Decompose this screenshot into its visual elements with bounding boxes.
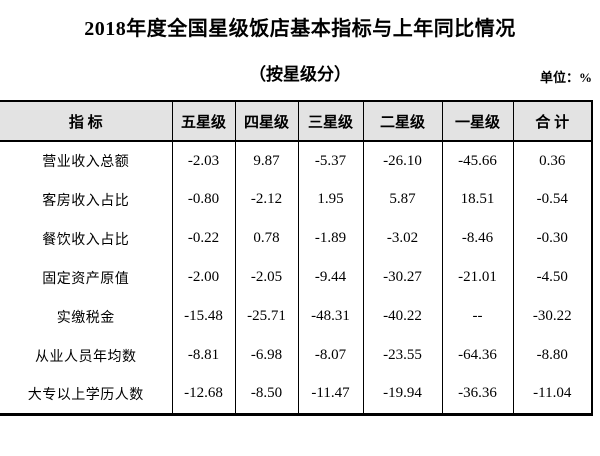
value-cell: -30.27 [362, 258, 442, 297]
value-cell: -3.02 [362, 219, 442, 258]
row-label: 大专以上学历人数 [0, 375, 172, 414]
table-row: 实缴税金 -15.48 -25.71 -48.31 -40.22 -- -30.22 [0, 297, 592, 336]
value-cell: -11.47 [297, 375, 363, 414]
value-cell: -48.31 [297, 297, 363, 336]
table-row: 餐饮收入占比 -0.22 0.78 -1.89 -3.02 -8.46 -0.30 [0, 219, 592, 258]
value-cell: -21.01 [441, 258, 513, 297]
col-header: 二星级 [362, 101, 442, 142]
value-cell: -26.10 [362, 141, 442, 180]
unit-label: 单位：% [539, 70, 592, 85]
value-cell: -36.36 [441, 375, 513, 414]
col-header-indicator: 指 标 [0, 101, 172, 142]
value-cell: -5.37 [297, 141, 363, 180]
value-cell: 18.51 [441, 180, 513, 219]
table-body: 营业收入总额 -2.03 9.87 -5.37 -26.10 -45.66 0.36 客房收入… [0, 141, 592, 414]
value-cell: -1.89 [297, 219, 363, 258]
col-header: 合 计 [512, 101, 592, 142]
value-cell: -30.22 [512, 297, 592, 336]
row-label: 餐饮收入占比 [0, 219, 172, 258]
col-header: 四星级 [234, 101, 298, 142]
value-cell: -0.54 [512, 180, 592, 219]
value-cell: 0.78 [234, 219, 298, 258]
value-cell: -11.04 [512, 375, 592, 414]
table-row: 营业收入总额 -2.03 9.87 -5.37 -26.10 -45.66 0.36 [0, 141, 592, 180]
col-header: 五星级 [171, 101, 235, 142]
value-cell: -2.00 [171, 258, 235, 297]
value-cell: -6.98 [234, 336, 298, 375]
value-cell: -19.94 [362, 375, 442, 414]
value-cell: -2.12 [234, 180, 298, 219]
value-cell: -2.05 [234, 258, 298, 297]
row-label: 从业人员年均数 [0, 336, 172, 375]
value-cell: 1.95 [297, 180, 363, 219]
subtitle-row: （按星级分） 单位：% [0, 63, 600, 87]
report-page: 2018年度全国星级饭店基本指标与上年同比情况 （按星级分） 单位：% 指 标五… [0, 16, 600, 416]
value-cell: 5.87 [362, 180, 442, 219]
col-header: 三星级 [297, 101, 363, 142]
value-cell: -45.66 [441, 141, 513, 180]
col-header: 一星级 [441, 101, 513, 142]
table-header-row: 指 标五星级 四星级 三星级 二星级 一星级合 计 [0, 101, 592, 142]
value-cell: -8.80 [512, 336, 592, 375]
table-row: 固定资产原值 -2.00 -2.05 -9.44 -30.27 -21.01 -4.50 [0, 258, 592, 297]
value-cell: -4.50 [512, 258, 592, 297]
value-cell: -40.22 [362, 297, 442, 336]
value-cell: -0.30 [512, 219, 592, 258]
value-cell: -23.55 [362, 336, 442, 375]
value-cell: -64.36 [441, 336, 513, 375]
table-row: 从业人员年均数 -8.81 -6.98 -8.07 -23.55 -64.36 -8.80 [0, 336, 592, 375]
page-title: 2018年度全国星级饭店基本指标与上年同比情况 [84, 18, 516, 40]
value-cell: -12.68 [171, 375, 235, 414]
value-cell: 9.87 [234, 141, 298, 180]
hotel-indicators-table: 指 标五星级 四星级 三星级 二星级 一星级合 计 营业收入总额 -2.03 9.87 -5.… [0, 100, 593, 416]
value-cell: -8.81 [171, 336, 235, 375]
value-cell: -8.46 [441, 219, 513, 258]
value-cell: -8.07 [297, 336, 363, 375]
value-cell: -0.80 [171, 180, 235, 219]
table-row: 客房收入占比 -0.80 -2.12 1.95 5.87 18.51 -0.54 [0, 180, 592, 219]
value-cell: -8.50 [234, 375, 298, 414]
row-label: 固定资产原值 [0, 258, 172, 297]
value-cell: -15.48 [171, 297, 235, 336]
row-label: 营业收入总额 [0, 141, 172, 180]
page-subtitle: （按星级分） [249, 65, 351, 84]
row-label: 客房收入占比 [0, 180, 172, 219]
value-cell: -2.03 [171, 141, 235, 180]
value-cell: 0.36 [512, 141, 592, 180]
value-cell: -0.22 [171, 219, 235, 258]
value-cell: -- [441, 297, 513, 336]
value-cell: -25.71 [234, 297, 298, 336]
value-cell: -9.44 [297, 258, 363, 297]
row-label: 实缴税金 [0, 297, 172, 336]
table-row: 大专以上学历人数 -12.68 -8.50 -11.47 -19.94 -36.36 -11… [0, 375, 592, 414]
